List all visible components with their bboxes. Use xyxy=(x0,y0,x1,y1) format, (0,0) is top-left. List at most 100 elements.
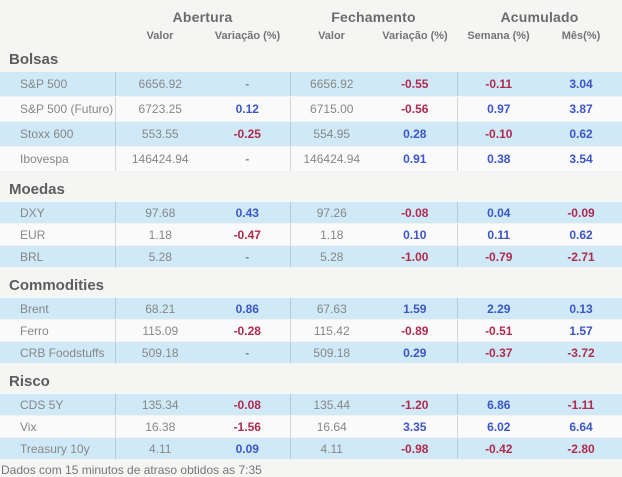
cell-close-change: 0.28 xyxy=(373,121,457,147)
row-label: BRL xyxy=(0,245,115,268)
cell-close-change: 0.29 xyxy=(373,341,457,364)
cell-week-change: 6.02 xyxy=(456,415,540,438)
section-table: CDS 5Y 135.34 -0.08 135.44 -1.20 6.86 -1… xyxy=(0,394,622,460)
table-row: S&P 500 6656.92 - 6656.92 -0.55 -0.11 3.… xyxy=(0,72,622,97)
cell-month-change: -3.72 xyxy=(540,341,622,364)
cell-close-value: 554.95 xyxy=(289,121,373,147)
row-label: S&P 500 xyxy=(0,72,115,97)
cell-month-change: -0.09 xyxy=(540,202,622,224)
table-row: Treasury 10y 4.11 0.09 4.11 -0.98 -0.42 … xyxy=(0,437,622,460)
header-spacer xyxy=(0,26,115,44)
subheader-acumulado-mes: Mês(%) xyxy=(561,30,601,42)
cell-open-value: 553.55 xyxy=(114,121,205,147)
cell-close-value: 115.42 xyxy=(289,319,373,342)
cell-month-change: 0.62 xyxy=(540,121,622,147)
sections-container: Bolsas S&P 500 6656.92 - 6656.92 -0.55 -… xyxy=(0,51,622,460)
cell-open-change: -0.47 xyxy=(205,223,290,246)
cell-open-change: -0.08 xyxy=(205,394,290,416)
cell-month-change: 3.04 xyxy=(540,72,622,97)
subheader-fechamento-valor: Valor xyxy=(318,30,345,42)
cell-close-value: 509.18 xyxy=(289,341,373,364)
table-row: EUR 1.18 -0.47 1.18 0.10 0.11 0.62 xyxy=(0,223,622,246)
cell-open-change: -0.25 xyxy=(205,121,290,147)
cell-open-value: 146424.94 xyxy=(114,146,205,172)
row-label: Vix xyxy=(0,415,115,438)
row-label: Brent xyxy=(0,298,115,320)
cell-close-value: 5.28 xyxy=(289,245,373,268)
cell-close-change: -0.98 xyxy=(373,437,457,460)
column-group-acumulado: Acumulado xyxy=(500,9,579,25)
row-label: Ibovespa xyxy=(0,146,115,172)
cell-close-change: -0.89 xyxy=(373,319,457,342)
column-group-row: Abertura Fechamento Acumulado xyxy=(0,0,622,26)
cell-close-change: -1.00 xyxy=(373,245,457,268)
cell-month-change: 6.64 xyxy=(540,415,622,438)
cell-close-value: 97.26 xyxy=(289,202,373,224)
row-label: CRB Foodstuffs xyxy=(0,341,115,364)
section-table: DXY 97.68 0.43 97.26 -0.08 0.04 -0.09 EU… xyxy=(0,202,622,268)
cell-month-change: -1.11 xyxy=(540,394,622,416)
cell-close-value: 1.18 xyxy=(289,223,373,246)
cell-month-change: 3.54 xyxy=(540,146,622,172)
cell-open-change: 0.12 xyxy=(205,96,290,122)
cell-week-change: 2.29 xyxy=(456,298,540,320)
cell-week-change: 0.38 xyxy=(456,146,540,172)
cell-open-change: - xyxy=(205,341,290,364)
row-label: S&P 500 (Futuro) xyxy=(0,96,115,122)
section: Commodities Brent 68.21 0.86 67.63 1.59 … xyxy=(0,277,622,364)
cell-week-change: 0.11 xyxy=(456,223,540,246)
subheader-abertura-variacao: Variação (%) xyxy=(214,30,281,42)
cell-open-value: 115.09 xyxy=(114,319,205,342)
header-spacer xyxy=(0,0,115,26)
cell-close-value: 6656.92 xyxy=(289,72,373,97)
row-label: Stoxx 600 xyxy=(0,121,115,147)
section: Risco CDS 5Y 135.34 -0.08 135.44 -1.20 6… xyxy=(0,373,622,460)
table-row: Ibovespa 146424.94 - 146424.94 0.91 0.38… xyxy=(0,146,622,172)
row-label: Treasury 10y xyxy=(0,437,115,460)
section-title: Moedas xyxy=(9,181,65,198)
section-title: Commodities xyxy=(9,277,105,294)
cell-open-value: 509.18 xyxy=(114,341,205,364)
cell-close-change: -1.20 xyxy=(373,394,457,416)
cell-close-change: 3.35 xyxy=(373,415,457,438)
cell-week-change: 0.04 xyxy=(456,202,540,224)
section: Bolsas S&P 500 6656.92 - 6656.92 -0.55 -… xyxy=(0,51,622,172)
column-subheader-row: Valor Variação (%) Valor Variação (%) Se… xyxy=(0,26,622,44)
cell-month-change: 1.57 xyxy=(540,319,622,342)
cell-close-change: 0.91 xyxy=(373,146,457,172)
cell-open-value: 4.11 xyxy=(114,437,205,460)
section-title: Risco xyxy=(9,373,50,390)
cell-month-change: 0.62 xyxy=(540,223,622,246)
subheader-abertura-valor: Valor xyxy=(146,30,174,42)
cell-open-value: 16.38 xyxy=(114,415,205,438)
cell-open-change: 0.43 xyxy=(205,202,290,224)
cell-open-change: - xyxy=(205,72,290,97)
data-delay-note: Dados com 15 minutos de atraso obtidos a… xyxy=(1,463,262,477)
subheader-fechamento-variacao: Variação (%) xyxy=(382,30,448,42)
row-label: EUR xyxy=(0,223,115,246)
cell-open-change: 0.09 xyxy=(205,437,290,460)
subheader-acumulado-semana: Semana (%) xyxy=(467,30,530,42)
cell-week-change: -0.37 xyxy=(456,341,540,364)
cell-open-change: 0.86 xyxy=(205,298,290,320)
cell-week-change: -0.11 xyxy=(456,72,540,97)
column-group-fechamento: Fechamento xyxy=(331,9,416,25)
cell-close-value: 6715.00 xyxy=(289,96,373,122)
cell-week-change: -0.42 xyxy=(456,437,540,460)
cell-month-change: -2.71 xyxy=(540,245,622,268)
cell-close-change: -0.55 xyxy=(373,72,457,97)
table-row: S&P 500 (Futuro) 6723.25 0.12 6715.00 -0… xyxy=(0,96,622,122)
cell-open-value: 1.18 xyxy=(114,223,205,246)
table-row: CDS 5Y 135.34 -0.08 135.44 -1.20 6.86 -1… xyxy=(0,394,622,416)
table-row: Stoxx 600 553.55 -0.25 554.95 0.28 -0.10… xyxy=(0,121,622,147)
row-label: Ferro xyxy=(0,319,115,342)
section: Moedas DXY 97.68 0.43 97.26 -0.08 0.04 -… xyxy=(0,181,622,268)
cell-open-value: 135.34 xyxy=(114,394,205,416)
row-label: CDS 5Y xyxy=(0,394,115,416)
cell-close-value: 4.11 xyxy=(289,437,373,460)
cell-close-value: 67.63 xyxy=(289,298,373,320)
cell-open-value: 5.28 xyxy=(114,245,205,268)
table-row: CRB Foodstuffs 509.18 - 509.18 0.29 -0.3… xyxy=(0,341,622,364)
cell-close-change: 0.10 xyxy=(373,223,457,246)
